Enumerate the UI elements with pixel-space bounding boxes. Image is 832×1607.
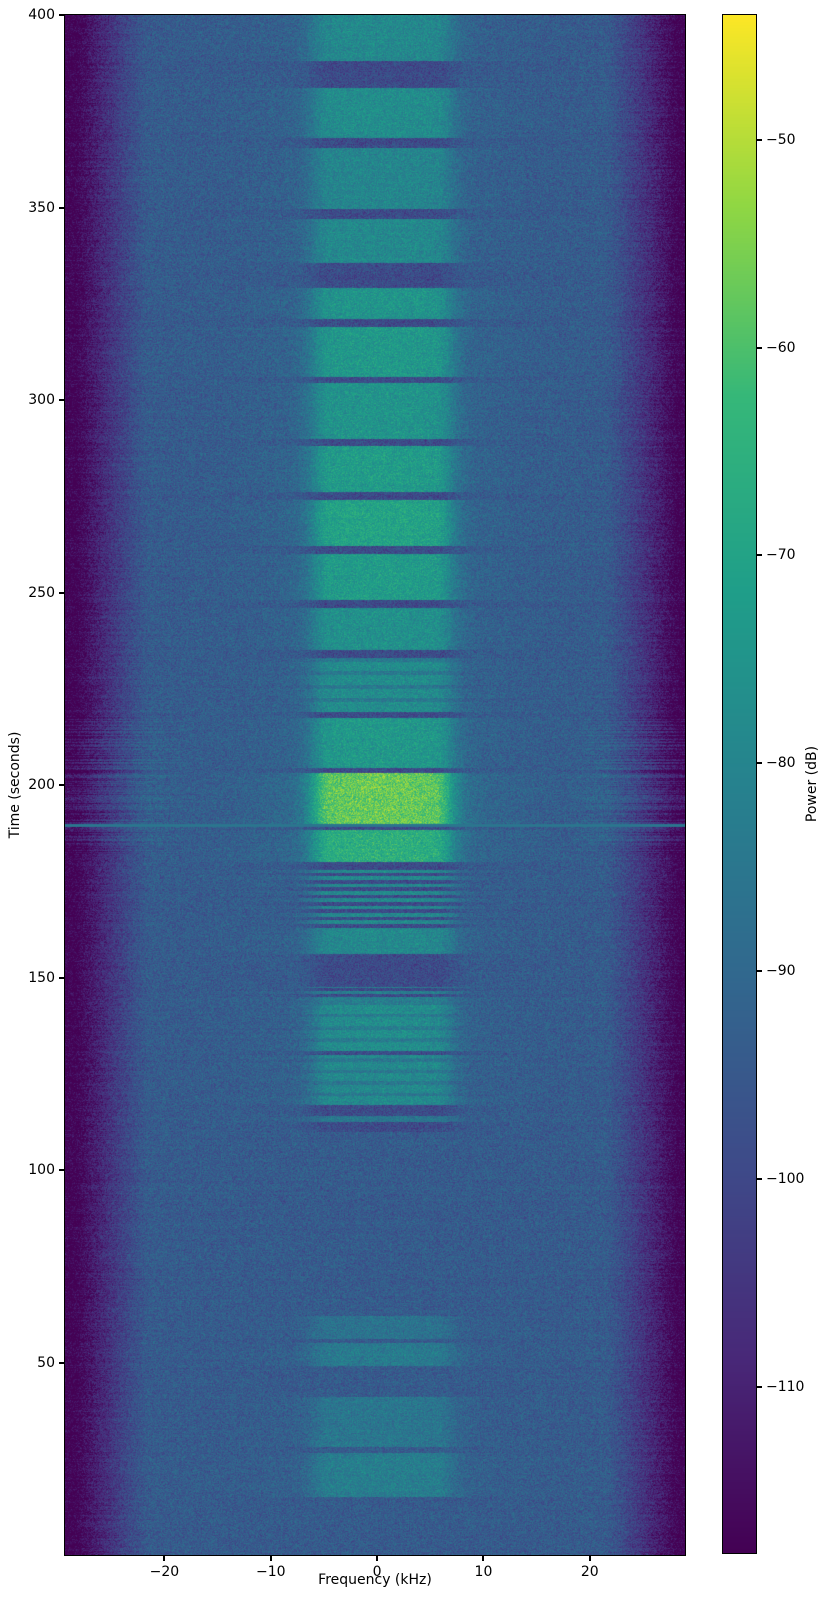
y-tick-label: 50 (37, 1354, 55, 1371)
y-tick-label: 350 (28, 199, 55, 216)
y-tick-label: 400 (28, 7, 55, 23)
colorbar-tick-label: −60 (766, 339, 796, 356)
colorbar-tick-label: −100 (766, 1170, 805, 1187)
y-tick-mark (59, 14, 64, 16)
colorbar-gradient (723, 15, 756, 1553)
colorbar-tick-mark (757, 346, 762, 349)
plot-area (64, 14, 686, 1556)
colorbar-tick-mark (757, 1385, 762, 1388)
x-tick-mark (269, 1556, 272, 1561)
colorbar-tick-mark (757, 970, 762, 973)
y-tick-label: 150 (28, 969, 55, 986)
x-axis-label: Frequency (kHz) (318, 1572, 432, 1588)
colorbar-tick-label: −110 (766, 1378, 805, 1395)
y-tick-mark (59, 206, 64, 209)
colorbar (722, 14, 757, 1554)
x-tick-mark (588, 1556, 591, 1561)
spectrogram-image (65, 15, 685, 1555)
colorbar-tick-mark (757, 1177, 762, 1180)
y-tick-mark (59, 591, 64, 594)
colorbar-tick-label: −80 (766, 755, 796, 772)
x-tick-label: 10 (474, 1564, 493, 1580)
y-tick-label: 200 (28, 777, 55, 793)
y-tick-mark (59, 1361, 64, 1364)
x-tick-label: −20 (149, 1564, 180, 1580)
colorbar-tick-mark (757, 554, 762, 557)
x-tick-mark (376, 1556, 379, 1561)
colorbar-tick-label: −70 (766, 547, 796, 564)
colorbar-tick-mark (757, 138, 762, 141)
y-tick-label: 100 (28, 1162, 55, 1178)
y-tick-mark (59, 1169, 64, 1171)
colorbar-tick-label: −90 (766, 963, 796, 980)
x-tick-label: −10 (255, 1564, 286, 1580)
y-tick-mark (59, 399, 64, 401)
y-tick-mark (59, 784, 64, 786)
colorbar-tick-mark (757, 762, 762, 765)
x-tick-mark (163, 1556, 166, 1561)
x-tick-label: 20 (580, 1564, 599, 1580)
x-tick-label: 0 (372, 1564, 382, 1580)
x-tick-mark (482, 1556, 485, 1561)
colorbar-tick-label: −50 (766, 131, 796, 148)
y-tick-label: 300 (28, 392, 55, 408)
y-tick-mark (59, 976, 64, 979)
y-tick-label: 250 (28, 584, 55, 601)
